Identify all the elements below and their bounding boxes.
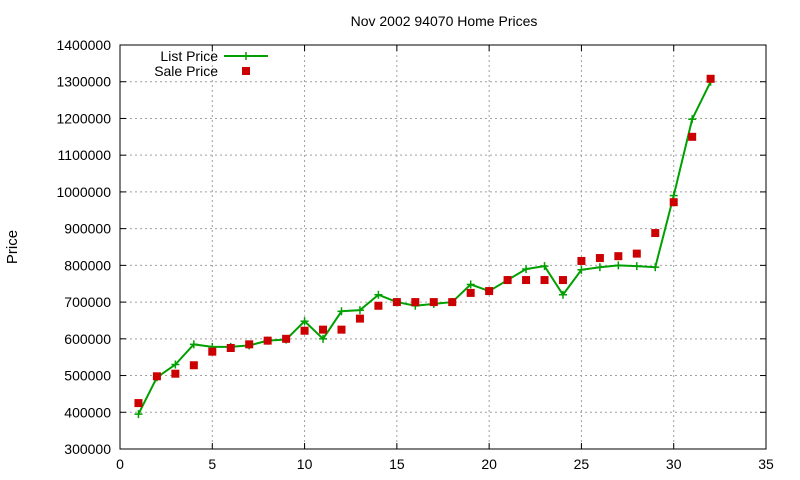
x-tick-label: 20 — [481, 456, 497, 472]
list-price-point — [595, 263, 604, 272]
x-tick-label: 10 — [297, 456, 313, 472]
list-price-point — [189, 340, 198, 349]
sale-price-point — [208, 347, 217, 356]
list-price-point — [614, 261, 623, 270]
legend-list-price-marker — [242, 52, 250, 60]
sale-price-point — [134, 399, 143, 408]
y-tick-label: 800000 — [64, 257, 111, 273]
sale-price-point — [189, 361, 198, 370]
sale-price-point — [669, 198, 678, 207]
y-tick-label: 1100000 — [58, 147, 112, 163]
y-tick-label: 1200000 — [56, 110, 111, 126]
legend-label-list-price: List Price — [160, 48, 218, 64]
list-price-point — [632, 262, 641, 271]
x-tick-label: 35 — [758, 456, 774, 472]
sale-price-point — [614, 252, 623, 261]
sale-price-point — [522, 276, 531, 285]
sale-price-point — [632, 249, 641, 258]
list-price-point — [558, 290, 567, 299]
legend-label-sale-price: Sale Price — [154, 63, 218, 79]
legend-sale-price-marker — [242, 67, 250, 75]
sale-price-point — [485, 287, 494, 296]
sale-price-point — [263, 336, 272, 345]
plot-frame — [119, 44, 767, 450]
list-price-point — [300, 317, 309, 326]
x-tick-label: 30 — [666, 456, 682, 472]
sale-price-point — [152, 372, 161, 381]
list-price-point — [651, 263, 660, 272]
sale-price-point — [171, 369, 180, 378]
sale-price-point — [558, 276, 567, 285]
sale-price-point — [374, 301, 383, 310]
list-price-line — [137, 81, 712, 415]
list-price-point — [540, 262, 549, 271]
sale-price-point — [411, 298, 420, 307]
sale-price-point — [448, 298, 457, 307]
list-price-point — [134, 410, 143, 419]
sale-price-point — [392, 298, 401, 307]
sale-price-point — [319, 325, 328, 334]
sale-price-point — [282, 334, 291, 343]
list-price-point — [337, 307, 346, 316]
x-tick-label: 15 — [389, 456, 405, 472]
sale-price-point — [226, 344, 235, 352]
sale-price-point — [706, 74, 715, 83]
y-tick-label: 1400000 — [56, 37, 111, 53]
list-price-point — [319, 334, 328, 343]
sale-price-point — [300, 326, 309, 335]
y-tick-label: 600000 — [64, 331, 111, 347]
x-tick-label: 0 — [116, 456, 124, 472]
sale-price-point — [429, 298, 438, 307]
x-tick-label: 5 — [208, 456, 216, 472]
axis-ticks: 0 5 10 15 20 25 30 35 300000 400000 500000 600000 70… — [56, 37, 774, 472]
y-tick-label: 300000 — [64, 441, 111, 457]
sale-price-point — [688, 132, 697, 141]
list-price-point — [171, 360, 180, 369]
list-price-point — [577, 265, 586, 274]
sale-price-point — [355, 314, 364, 323]
grid — [120, 45, 766, 449]
legend: List Price Sale Price — [154, 48, 268, 79]
y-tick-label: 900000 — [64, 221, 111, 237]
y-tick-label: 1000000 — [56, 184, 111, 200]
sale-price-point — [466, 288, 475, 297]
chart-title: Nov 2002 94070 Home Prices — [351, 13, 538, 29]
y-tick-label: 700000 — [64, 294, 111, 310]
sale-price-point — [245, 340, 254, 349]
sale-price-point — [540, 276, 549, 285]
list-price-point — [355, 306, 364, 315]
list-price-point — [374, 290, 383, 299]
y-axis-label: Price — [4, 230, 21, 264]
list-price-point — [688, 115, 697, 124]
y-tick-label: 400000 — [64, 404, 111, 420]
x-tick-label: 25 — [574, 456, 590, 472]
y-tick-label: 1300000 — [56, 74, 111, 90]
sale-price-point — [503, 276, 512, 285]
list-price-point — [466, 280, 475, 289]
sale-price-point — [337, 325, 346, 334]
sale-price-point — [651, 229, 660, 238]
sale-price-point — [577, 256, 586, 265]
y-tick-label: 500000 — [64, 368, 111, 384]
series — [134, 74, 715, 419]
sale-price-point — [595, 254, 604, 263]
list-price-point — [522, 265, 531, 274]
